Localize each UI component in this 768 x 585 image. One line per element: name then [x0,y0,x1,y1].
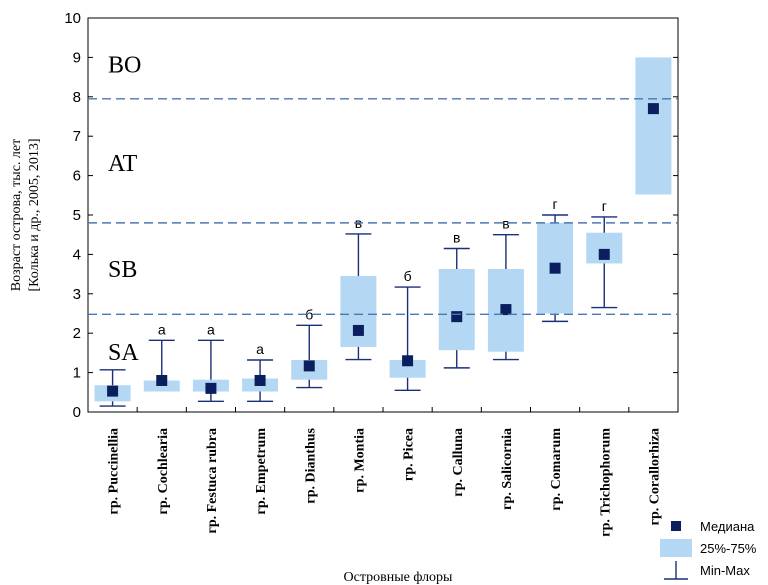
legend-median-swatch [671,521,681,531]
y-tick-label: 10 [64,10,81,27]
legend: Медиана 25%-75% Min-Max [660,519,757,580]
y-tick-label: 5 [73,207,81,224]
x-category-label: гр. Montia [352,428,367,493]
box-25-75 [340,276,377,347]
group-letter-label: а [158,321,166,337]
box-25-75 [635,57,672,195]
median-marker [598,248,610,260]
y-tick-label: 3 [73,286,81,303]
legend-label: 25%-75% [700,541,757,556]
y-tick-label: 8 [73,89,81,106]
x-axis-title: Островные флоры [344,570,454,585]
median-marker [451,311,463,323]
legend-label: Min-Max [700,563,750,578]
median-marker [402,355,414,367]
y-axis-title-source: [Колька и др., 2005, 2013] [27,138,42,291]
plot-frame [87,17,679,413]
y-tick-label: 7 [73,128,81,145]
box-25-75 [143,380,180,392]
box-25-75 [438,268,475,351]
y-tick-label: 9 [73,49,81,66]
x-category-label: гр. Trichophorum [598,428,613,537]
x-category-label: гр. Salicornia [500,428,515,510]
median-marker [500,304,512,316]
median-marker [205,382,217,394]
group-letter-label: б [305,306,313,322]
legend-label: Медиана [700,519,755,534]
y-axis-ticks: 0 1 2 3 4 5 6 7 8 9 10 [64,10,678,421]
y-tick-label: 2 [73,325,81,342]
x-category-label: гр. Dianthus [303,427,318,503]
epoch-label: AT [108,151,138,177]
epoch-label: BO [108,52,141,78]
median-marker [303,360,315,372]
y-tick-label: 1 [73,365,81,382]
group-letter-label: г [602,198,607,214]
x-axis-category-labels: гр. Puccinellia гр. Cochlearia гр. Festuca… [107,427,663,536]
y-tick-label: 6 [73,168,81,185]
group-letter-label: а [207,321,215,337]
median-marker [107,385,119,397]
x-category-label: гр. Comarum [549,428,564,511]
median-marker [352,324,364,336]
legend-box-swatch [660,539,692,557]
y-tick-label: 0 [73,404,81,421]
epoch-label: SB [108,257,137,283]
x-category-label: гр. Corallorhiza [647,428,662,525]
group-letter-label: в [453,229,460,245]
x-category-label: гр. Empetrum [254,428,269,515]
box-25-75 [389,359,426,378]
x-category-label: гр. Festuca rubra [205,428,220,534]
y-tick-label: 4 [73,246,81,263]
x-category-label: гр. Picea [402,428,417,481]
x-category-label: гр. Cochlearia [156,428,171,514]
group-letter-label: б [404,268,412,284]
median-marker [549,262,561,274]
x-category-label: гр. Calluna [451,428,466,497]
group-letter-label: в [502,216,509,232]
group-letter-label: г [553,196,558,212]
group-letter-label: а [256,341,264,357]
median-marker [647,103,659,115]
epoch-label: SA [108,340,139,366]
median-marker [156,374,168,386]
median-marker [254,374,266,386]
x-category-label: гр. Puccinellia [107,428,122,514]
y-axis-title: Возраст острова, тыс. лет [9,139,24,291]
